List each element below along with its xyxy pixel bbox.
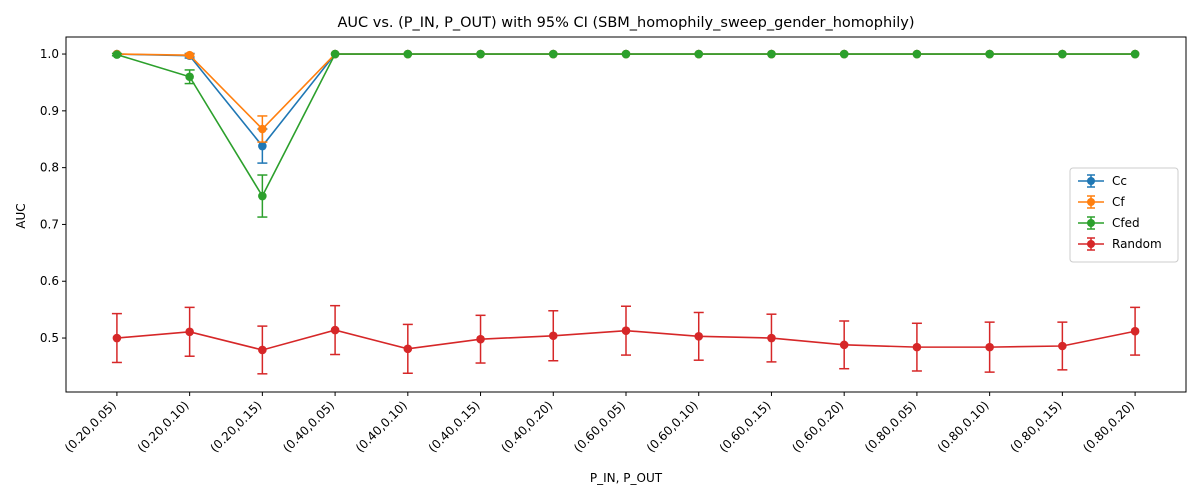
- x-tick-label: (0.60,0.05): [571, 398, 628, 455]
- series-line: [116, 53, 1136, 148]
- data-point: [403, 49, 413, 59]
- series-random: [111, 304, 1141, 375]
- series-layer: [111, 49, 1141, 375]
- legend-label: Cf: [1112, 195, 1125, 209]
- series-line: [116, 53, 1136, 131]
- data-point: [767, 49, 776, 59]
- legend: Cc Cf Cfed Random: [1069, 167, 1179, 263]
- x-tick-label: (0.20,0.15): [207, 398, 264, 455]
- series-cc: [112, 49, 1140, 164]
- legend-entry-cc: Cc: [1078, 174, 1127, 188]
- data-point: [912, 49, 922, 59]
- y-tick-label: 0.9: [40, 104, 59, 118]
- data-point: [694, 332, 704, 341]
- data-point: [112, 333, 122, 343]
- series-line: [116, 53, 1136, 198]
- x-tick-label: (0.20,0.10): [135, 398, 192, 455]
- data-point: [985, 342, 994, 352]
- legend-entry-cfed: Cfed: [1078, 216, 1140, 230]
- x-axis-label: P_IN, P_OUT: [590, 471, 663, 485]
- x-tick-label: (0.40,0.10): [353, 398, 410, 455]
- legend-entry-cf: Cf: [1078, 195, 1125, 209]
- x-tick-label: (0.20,0.05): [62, 398, 119, 455]
- data-point: [1058, 341, 1067, 351]
- x-tick-label: (0.80,0.05): [862, 398, 919, 455]
- y-tick-label: 1.0: [40, 47, 59, 61]
- x-tick-label: (0.60,0.10): [644, 398, 701, 455]
- data-point: [1130, 49, 1140, 59]
- series-cfed: [111, 49, 1140, 218]
- y-tick-label: 0.8: [40, 161, 59, 175]
- x-tick-label: (0.80,0.10): [935, 398, 992, 455]
- legend-marker: [1087, 198, 1095, 206]
- data-point: [403, 344, 413, 354]
- x-tick-label: (0.60,0.15): [717, 398, 774, 455]
- legend-marker: [1087, 240, 1095, 248]
- data-point: [476, 334, 485, 344]
- data-point: [258, 191, 267, 201]
- legend-label: Cc: [1112, 174, 1127, 188]
- y-axis-label: AUC: [14, 203, 28, 228]
- chart-title: AUC vs. (P_IN, P_OUT) with 95% CI (SBM_h…: [338, 15, 915, 31]
- data-point: [258, 345, 267, 355]
- data-point: [839, 340, 849, 350]
- x-tick-label: (0.40,0.15): [426, 398, 483, 455]
- legend-marker: [1087, 177, 1095, 185]
- data-point: [112, 50, 122, 59]
- legend-label: Random: [1112, 237, 1162, 251]
- data-point: [985, 49, 994, 59]
- x-tick-label: (0.80,0.15): [1007, 398, 1064, 455]
- data-point: [330, 49, 340, 59]
- data-point: [330, 325, 340, 335]
- legend-label: Cfed: [1112, 216, 1140, 230]
- legend-entry-random: Random: [1078, 237, 1162, 251]
- x-tick-label: (0.80,0.20): [1080, 398, 1137, 455]
- series-cf: [112, 49, 1140, 143]
- data-point: [694, 49, 704, 59]
- data-point: [621, 326, 631, 335]
- data-point: [258, 124, 267, 134]
- data-point: [185, 327, 194, 337]
- x-tick-label: (0.40,0.05): [280, 398, 337, 455]
- data-point: [185, 72, 194, 82]
- y-tick-label: 0.6: [40, 274, 59, 288]
- y-tick-label: 0.5: [40, 331, 59, 345]
- data-point: [767, 333, 776, 343]
- data-point: [912, 342, 922, 352]
- x-tick-label: (0.40,0.20): [498, 398, 555, 455]
- data-point: [1058, 49, 1067, 59]
- data-point: [839, 49, 849, 59]
- data-point: [621, 49, 631, 59]
- axes-layer: 0.5 0.6 0.7 0.8 0.9 1.0 (0.20,0.05) (0.20,0.10)…: [40, 36, 1187, 455]
- legend-box: [1069, 167, 1179, 263]
- data-point: [548, 331, 558, 341]
- data-point: [185, 50, 194, 60]
- x-tick-label: (0.60,0.20): [789, 398, 846, 455]
- data-point: [548, 49, 558, 59]
- data-point: [1130, 326, 1140, 336]
- data-point: [258, 141, 267, 151]
- data-point: [476, 49, 485, 59]
- y-tick-label: 0.7: [40, 217, 59, 231]
- legend-marker: [1087, 219, 1095, 227]
